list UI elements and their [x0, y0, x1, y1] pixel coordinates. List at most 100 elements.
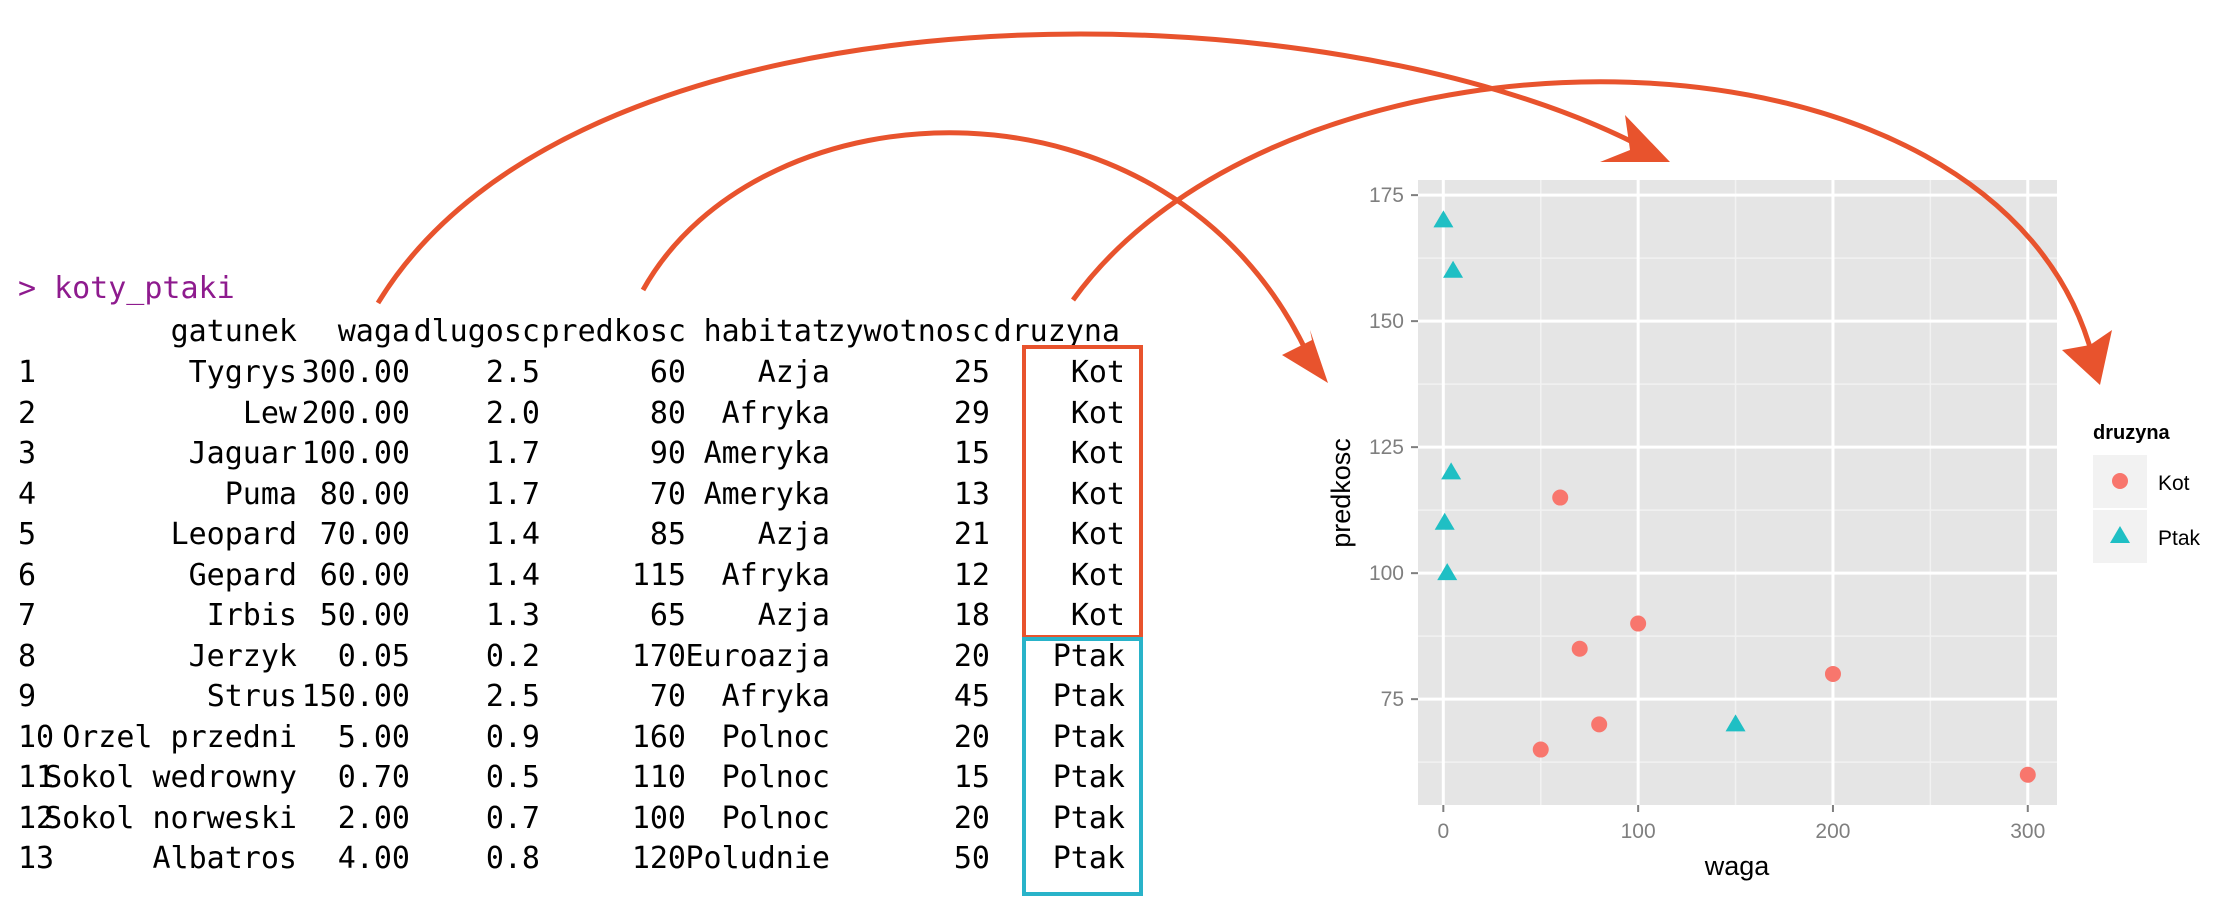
table-cell: 2.5	[485, 679, 540, 714]
table-cell: 29	[953, 395, 990, 431]
table-cell: 5.00	[337, 719, 410, 755]
table-cell: Kot	[1070, 476, 1125, 512]
table-cell: Ptak	[1052, 841, 1125, 876]
point-kot	[1571, 640, 1588, 657]
table-cell: 25	[953, 355, 990, 390]
table-cell: 0.2	[485, 638, 540, 674]
row-index: 9	[18, 679, 37, 714]
plot-panel	[1418, 180, 2057, 805]
row-index: 1	[18, 355, 37, 390]
table-cell: 60.00	[319, 557, 410, 593]
row-index: 10	[18, 719, 55, 755]
arrow-waga-to-x	[375, 31, 1650, 305]
table-cell: Albatros	[152, 841, 298, 876]
point-ptak	[1434, 512, 1455, 530]
y-tick-label: 100	[1369, 562, 1404, 585]
table-cell: Puma	[224, 476, 297, 512]
row-index: 5	[18, 517, 37, 552]
row-index: 6	[18, 557, 37, 593]
table-cell: 80.00	[319, 476, 410, 512]
column-header-gatunek: gatunek	[170, 314, 297, 349]
x-tick-label: 0	[1437, 820, 1449, 843]
point-ptak	[1437, 563, 1458, 581]
x-tick-label: 100	[1621, 820, 1656, 843]
point-kot	[1630, 615, 1647, 632]
table-cell: Euroazja	[685, 638, 831, 674]
table-cell: 20	[953, 638, 990, 674]
table-cell: Ptak	[1052, 800, 1125, 836]
table-cell: 120	[631, 841, 686, 876]
table-cell: 300.00	[301, 355, 410, 390]
table-cell: 70	[649, 476, 686, 512]
data-points	[1433, 210, 2036, 783]
table-cell: 20	[953, 800, 990, 836]
table-cell: Gepard	[188, 557, 297, 593]
y-tick-label: 75	[1381, 688, 1404, 711]
table-cell: Kot	[1070, 436, 1125, 471]
point-ptak	[1443, 260, 1464, 278]
table-cell: Strus	[206, 679, 297, 714]
legend-ptak-marker	[2110, 526, 2130, 543]
table-cell: Kot	[1070, 395, 1125, 431]
table-cell: 15	[953, 436, 990, 471]
y-tick-label: 150	[1369, 310, 1404, 333]
table-cell: Afryka	[721, 395, 830, 431]
x-tick-label: 200	[1815, 820, 1850, 843]
point-ptak	[1725, 714, 1746, 732]
x-tick-label: 300	[2010, 820, 2045, 843]
table-cell: 80	[649, 395, 686, 431]
legend-kot-marker	[2112, 473, 2128, 489]
table-cell: 100.00	[301, 436, 410, 471]
y-tick-label: 125	[1369, 436, 1404, 459]
row-index: 12	[18, 800, 55, 836]
legend-label-ptak: Ptak	[2158, 527, 2201, 550]
table-cell: Kot	[1070, 557, 1125, 593]
column-header-druzyna: druzyna	[993, 314, 1120, 349]
ptak-rows-box	[1022, 637, 1143, 896]
table-cell: 20	[953, 719, 990, 755]
table-cell: Afryka	[721, 679, 830, 714]
table-cell: 70.00	[319, 517, 410, 552]
kot-rows-box	[1022, 345, 1143, 639]
table-cell: 70	[649, 679, 686, 714]
column-header-predkosc: predkosc	[541, 314, 687, 349]
table-cell: 160	[631, 719, 686, 755]
table-cell: 150.00	[301, 679, 410, 714]
table-cell: Kot	[1070, 355, 1125, 390]
row-index: 11	[18, 760, 55, 795]
table-cell: Leopard	[170, 517, 297, 552]
table-cell: 2.5	[485, 355, 540, 390]
table-cell: Poludnie	[685, 841, 831, 876]
table-cell: Azja	[757, 517, 830, 552]
table-cell: Kot	[1070, 517, 1125, 552]
table-cell: Azja	[757, 598, 830, 633]
row-index: 4	[18, 476, 37, 512]
row-index: 7	[18, 598, 37, 633]
table-cell: 0.5	[485, 760, 540, 795]
table-cell: 1.4	[485, 557, 540, 593]
table-cell: Ptak	[1052, 719, 1125, 755]
table-cell: 15	[953, 760, 990, 795]
arrow-druzyna-to-legend	[1070, 79, 2096, 359]
table-cell: Tygrys	[188, 355, 297, 390]
table-cell: 13	[953, 476, 990, 512]
table-cell: Orzel przedni	[62, 719, 297, 755]
arrow-predkosc-to-y	[640, 130, 1311, 357]
table-cell: 2.0	[485, 395, 540, 431]
table-cell: Irbis	[206, 598, 297, 633]
table-cell: Ameryka	[703, 476, 830, 512]
point-kot	[1532, 741, 1549, 758]
legend: druzyna Kot Ptak	[2093, 422, 2201, 563]
table-cell: 110	[631, 760, 686, 795]
r-console-output: > koty_ptaki gatunek waga dlugosc predkosc ha…	[18, 271, 1125, 876]
table-cell: 0.8	[485, 841, 540, 876]
table-cell: Jaguar	[188, 436, 297, 471]
table-cell: 0.70	[337, 760, 410, 795]
column-header-zywotnosc: zywotnosc	[827, 314, 990, 349]
point-kot	[1824, 665, 1841, 682]
console-prompt-line: > koty_ptaki	[18, 271, 235, 306]
table-cell: 1.7	[485, 436, 540, 471]
table-cell: 170	[631, 638, 686, 674]
arrowhead-predkosc	[1282, 330, 1328, 383]
